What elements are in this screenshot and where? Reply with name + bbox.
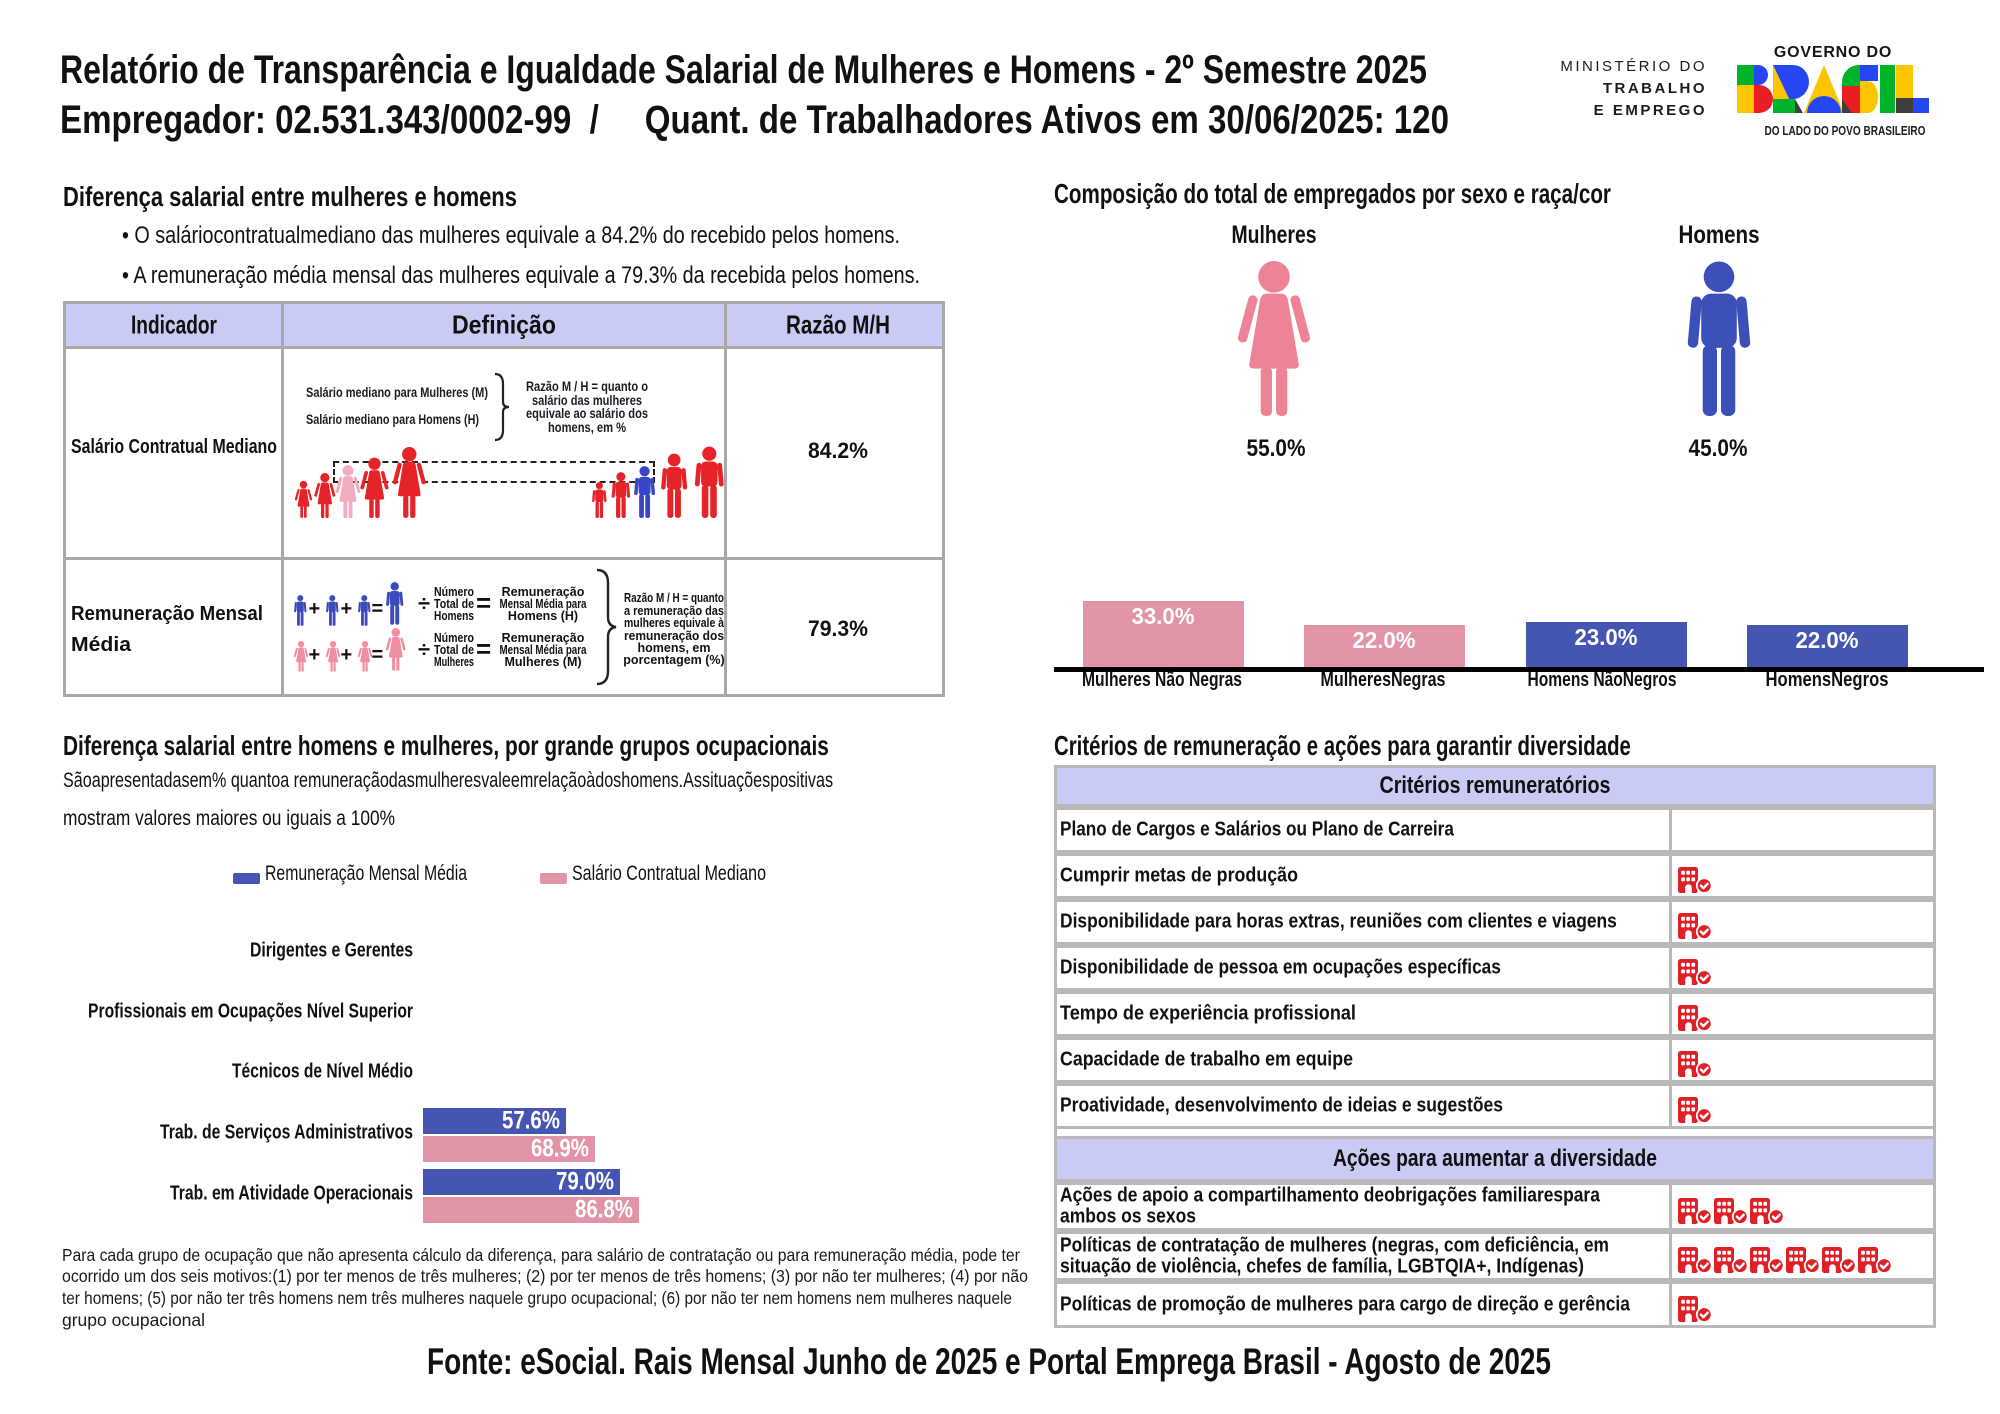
svg-text:+: +	[309, 598, 321, 620]
svg-text:=: =	[372, 644, 384, 666]
svg-text:+: +	[309, 644, 321, 666]
svg-text:=: =	[372, 598, 384, 620]
svg-text:+: +	[341, 644, 353, 666]
svg-text:+: +	[341, 598, 353, 620]
